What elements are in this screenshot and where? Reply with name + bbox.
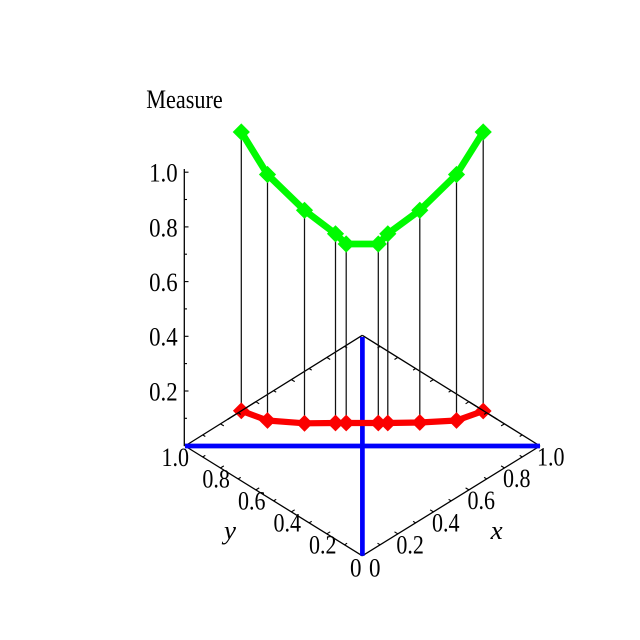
svg-text:0.8: 0.8: [149, 213, 178, 242]
svg-text:1.0: 1.0: [149, 159, 178, 188]
svg-text:0.4: 0.4: [149, 323, 178, 352]
svg-text:0.2: 0.2: [309, 531, 337, 560]
svg-text:0.2: 0.2: [149, 377, 178, 406]
svg-text:0.8: 0.8: [503, 464, 531, 493]
svg-text:0.6: 0.6: [238, 486, 266, 515]
svg-text:0.8: 0.8: [202, 464, 230, 493]
svg-text:0.2: 0.2: [396, 530, 424, 559]
svg-text:0: 0: [369, 554, 381, 583]
svg-text:0.4: 0.4: [432, 508, 460, 537]
svg-text:0: 0: [350, 554, 362, 583]
svg-text:0.6: 0.6: [467, 486, 495, 515]
svg-text:x: x: [490, 516, 504, 545]
svg-text:1.0: 1.0: [537, 443, 565, 472]
svg-text:y: y: [221, 516, 237, 545]
svg-text:0.4: 0.4: [273, 509, 301, 538]
svg-text:Measure: Measure: [146, 85, 223, 114]
svg-text:1.0: 1.0: [162, 443, 190, 472]
svg-text:0.6: 0.6: [149, 268, 178, 297]
